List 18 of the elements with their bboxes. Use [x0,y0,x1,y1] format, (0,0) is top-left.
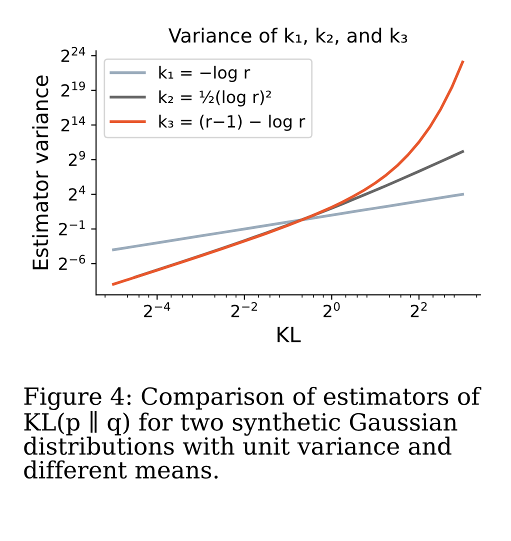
x-axis-title: KL [278,326,301,342]
y-tick-label: 2$^{9}$ [68,150,86,166]
legend-label: k₃ = (r−1) − log r [159,114,306,131]
x-tick-label: 2$^{2}$ [410,302,427,318]
chart-title: Variance of k₁, k₂, and k₃ [168,28,408,45]
caption: Figure 4: Comparison of estimators of KL(p ∥ q) for two synthetic Gaussian distributions with unit variance and different means. [24,386,482,479]
y-tick-label: 2$^{−6}$ [59,254,86,270]
y-axis-title: Estimator variance [32,76,48,270]
x-tick-label: 2$^{−4}$ [144,302,170,318]
y-tick-label: 2$^{4}$ [68,186,86,201]
y-tick-label: 2$^{−1}$ [59,220,85,236]
x-tick-label: 2$^{−2}$ [231,302,257,318]
legend-label: k₁ = −log r [159,66,250,82]
y-tick-label: 2$^{24}$ [61,46,86,62]
legend-label: k₂ = ½(log r)² [159,90,271,106]
y-tick-label: 2$^{14}$ [61,116,86,132]
y-tick-label: 2$^{19}$ [61,82,85,97]
x-tick-label: 2$^{0}$ [324,302,340,318]
